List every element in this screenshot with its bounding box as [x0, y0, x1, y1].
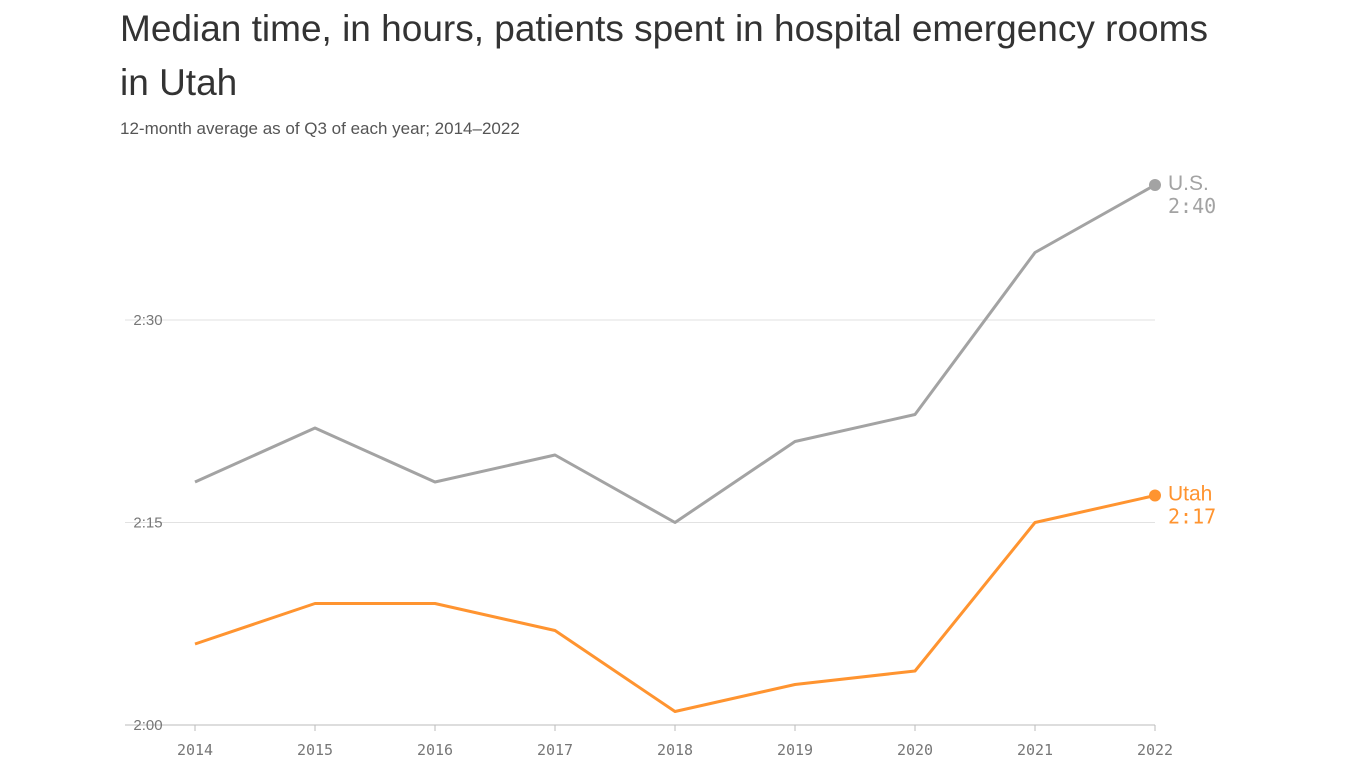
data-point [1149, 179, 1161, 191]
series-end-value-label: 2:17 [1168, 505, 1216, 529]
data-point [1149, 489, 1161, 502]
series-name-label: Utah [1168, 483, 1212, 506]
series-name-label: U.S. [1168, 172, 1209, 195]
series-end-value-label: 2:40 [1168, 194, 1216, 218]
y-axis-ticks: 2:00 2:15 2:30 [133, 312, 162, 734]
y-tick-label: 2:15 [133, 515, 162, 532]
gridlines [125, 319, 1155, 726]
series-lines [194, 179, 1161, 713]
x-tick-label: 2014 [177, 741, 213, 759]
x-tick-label: 2018 [657, 741, 693, 759]
x-tick-label: 2021 [1017, 741, 1053, 759]
x-tick-label: 2019 [777, 741, 813, 759]
series-line-utah [194, 494, 1156, 713]
x-tick-label: 2020 [897, 741, 933, 759]
y-tick-label: 2:30 [133, 312, 162, 329]
x-tick-label: 2016 [417, 741, 453, 759]
x-tick-label: 2015 [297, 741, 333, 759]
chart-subtitle: 12-month average as of Q3 of each year; … [120, 119, 520, 138]
x-axis-ticks: 2014 2015 2016 2017 2018 2019 2020 2021 2022 [177, 725, 1173, 759]
y-tick-label: 2:00 [133, 717, 162, 734]
series-line-us [194, 183, 1156, 524]
chart-title: Median time, in hours, patients spent in… [120, 8, 1208, 103]
x-tick-label: 2017 [537, 741, 573, 759]
x-tick-label: 2022 [1137, 741, 1173, 759]
